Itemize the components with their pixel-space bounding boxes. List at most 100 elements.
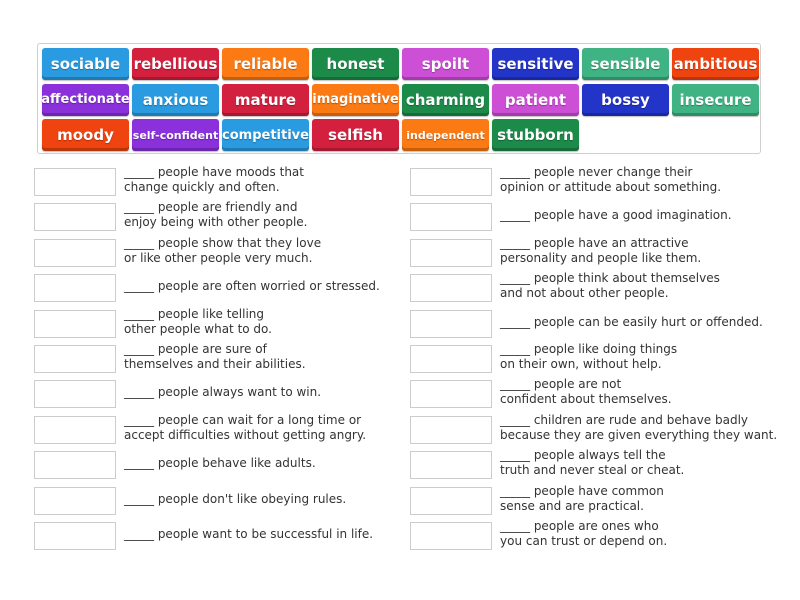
- question-line-1: _____ people never change their: [500, 165, 693, 179]
- answer-drop-box[interactable]: [34, 522, 116, 550]
- question-line-2: opinion or attitude about something.: [500, 180, 722, 194]
- answer-drop-box[interactable]: [410, 522, 492, 550]
- question-row: _____ people always tell the truth and ne…: [410, 448, 780, 480]
- word-tile-label: independent: [406, 128, 485, 142]
- answer-drop-box[interactable]: [34, 274, 116, 303]
- question-line-2: themselves and their abilities.: [124, 357, 306, 371]
- word-tile-label: sociable: [50, 55, 121, 73]
- word-tile-stubborn[interactable]: stubborn: [492, 119, 579, 151]
- question-line-1: _____ people don't like obeying rules.: [124, 491, 347, 506]
- word-tile-mature[interactable]: mature: [222, 83, 309, 116]
- answer-drop-box[interactable]: [410, 415, 492, 444]
- question-line-2: accept difficulties without getting angr…: [124, 427, 367, 442]
- answer-drop-box[interactable]: [34, 168, 116, 196]
- answer-drop-box[interactable]: [410, 203, 492, 232]
- word-tile-rebellious[interactable]: rebellious: [132, 48, 219, 80]
- answer-drop-box[interactable]: [410, 345, 492, 373]
- word-tile-ambitious[interactable]: ambitious: [672, 48, 759, 80]
- question-text: _____ people never change their opinion o…: [500, 165, 721, 195]
- word-tile-label: patient: [504, 90, 567, 109]
- question-line-2: other people what to do.: [124, 321, 272, 336]
- answer-drop-box[interactable]: [34, 451, 116, 480]
- word-tile-competitive[interactable]: competitive: [222, 119, 309, 151]
- word-tile-affectionate[interactable]: affectionate: [41, 83, 130, 116]
- word-tile-sociable[interactable]: sociable: [42, 48, 129, 80]
- question-line-1: _____ people want to be successful in li…: [124, 527, 374, 541]
- word-tile-label: charming: [405, 90, 486, 109]
- question-row: _____ people have an attractive personali…: [410, 235, 780, 267]
- question-text: _____ people always tell the truth and ne…: [500, 448, 684, 478]
- word-tile-selfish[interactable]: selfish: [312, 119, 399, 151]
- word-tile-label: selfish: [328, 126, 383, 144]
- answer-drop-box[interactable]: [34, 203, 116, 232]
- answer-drop-box[interactable]: [34, 486, 116, 515]
- word-tile-spoilt[interactable]: spoilt: [402, 48, 489, 80]
- word-tile-moody[interactable]: moody: [42, 119, 129, 151]
- question-text: _____ people show that they love or like …: [124, 236, 321, 266]
- word-tile-independent[interactable]: independent: [402, 119, 489, 151]
- word-tile-honest[interactable]: honest: [312, 48, 399, 80]
- question-row: _____ people like telling other people wh…: [34, 307, 404, 338]
- word-tile-patient[interactable]: patient: [492, 83, 579, 116]
- question-line-1: _____ people are not: [500, 377, 622, 392]
- question-line-1: _____ children are rude and behave badly: [500, 412, 749, 427]
- answer-drop-box[interactable]: [34, 345, 116, 373]
- answer-drop-box[interactable]: [410, 274, 492, 303]
- question-row: _____ people don't like obeying rules.: [34, 486, 404, 515]
- question-line-2: confident about themselves.: [500, 392, 672, 407]
- word-tile-reliable[interactable]: reliable: [222, 48, 309, 80]
- question-text: _____ people like telling other people wh…: [124, 307, 272, 337]
- question-text: _____ children are rude and behave badly…: [500, 413, 777, 443]
- answer-drop-box[interactable]: [410, 238, 492, 267]
- question-text: _____ people behave like adults.: [124, 456, 316, 471]
- answer-drop-box[interactable]: [34, 380, 116, 409]
- question-text: _____ people always want to win.: [124, 385, 321, 400]
- question-row: _____ people are sure of themselves and t…: [34, 342, 404, 373]
- question-line-1: _____ people behave like adults.: [124, 456, 316, 471]
- word-tile-charming[interactable]: charming: [402, 83, 489, 116]
- answer-drop-box[interactable]: [410, 380, 492, 409]
- question-row: _____ children are rude and behave badly…: [410, 413, 780, 444]
- answer-drop-box[interactable]: [410, 168, 492, 196]
- word-tile-label: moody: [57, 126, 114, 144]
- question-line-1: _____ people always tell the: [500, 448, 666, 463]
- question-line-1: _____ people like telling: [124, 306, 265, 321]
- word-tile-imaginative[interactable]: imaginative: [312, 83, 399, 116]
- answer-drop-box[interactable]: [410, 486, 492, 515]
- question-line-2: you can trust or depend on.: [500, 534, 668, 548]
- question-line-1: _____ people have an attractive: [500, 235, 689, 250]
- question-line-1: _____ people always want to win.: [124, 385, 322, 400]
- question-row: _____ people have moods that change quick…: [34, 165, 404, 196]
- word-tile-label: imaginative: [312, 92, 399, 107]
- word-tile-bossy[interactable]: bossy: [582, 83, 669, 116]
- question-line-2: change quickly and often.: [124, 180, 280, 194]
- question-line-1: _____ people think about themselves: [500, 271, 720, 286]
- question-text: _____ people are often worried or stress…: [124, 279, 380, 294]
- question-row: _____ people are often worried or stress…: [34, 274, 404, 303]
- question-text: _____ people have common sense and are pr…: [500, 484, 664, 514]
- question-text: _____ people are not confident about them…: [500, 377, 672, 407]
- question-text: _____ people want to be successful in li…: [124, 527, 373, 542]
- answer-drop-box[interactable]: [34, 309, 116, 338]
- word-tile-label: self-confident: [132, 128, 219, 142]
- question-row: _____ people behave like adults.: [34, 451, 404, 480]
- word-tile-label: honest: [326, 55, 385, 73]
- word-tile-insecure[interactable]: insecure: [672, 83, 759, 116]
- word-tile-sensitive[interactable]: sensitive: [492, 48, 579, 80]
- answer-drop-box[interactable]: [410, 451, 492, 480]
- word-tile-self-confident[interactable]: self-confident: [132, 119, 219, 151]
- question-text: _____ people can wait for a long time or…: [124, 413, 366, 443]
- answer-drop-box[interactable]: [34, 415, 116, 444]
- answer-drop-box[interactable]: [410, 309, 492, 338]
- question-line-2: truth and never steal or cheat.: [500, 463, 685, 478]
- question-line-1: _____ people can be easily hurt or offen…: [500, 314, 763, 329]
- word-tile-label: rebellious: [133, 55, 218, 73]
- word-tile-anxious[interactable]: anxious: [132, 83, 219, 116]
- question-row: _____ people never change their opinion o…: [410, 165, 780, 196]
- answer-drop-box[interactable]: [34, 238, 116, 267]
- question-line-2: personality and people like them.: [500, 250, 702, 265]
- question-row: _____ people like doing things on their o…: [410, 342, 780, 373]
- question-row: _____ people show that they love or like …: [34, 236, 404, 267]
- word-tile-label: ambitious: [673, 55, 758, 73]
- word-tile-sensible[interactable]: sensible: [582, 48, 669, 80]
